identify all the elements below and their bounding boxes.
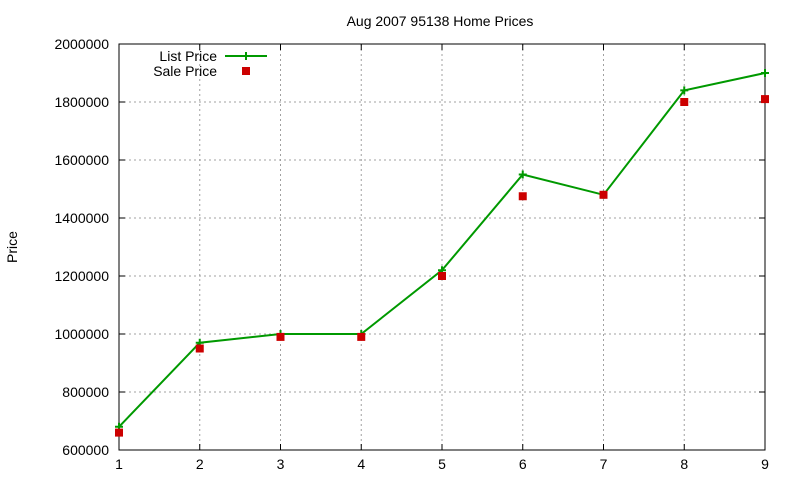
x-tick-label: 9 <box>761 456 769 472</box>
sale-price-point <box>115 428 123 437</box>
axis-ticks: 600000 800000 1000000 1200000 1400000 1600000… <box>54 36 769 472</box>
sale-price-point <box>761 95 769 104</box>
y-axis-label: Price <box>4 231 20 263</box>
x-tick-label: 5 <box>438 456 446 472</box>
sale-price-point <box>599 190 608 199</box>
y-tick-label: 800000 <box>62 384 109 400</box>
y-tick-label: 1600000 <box>54 152 109 168</box>
y-tick-label: 1800000 <box>54 94 109 110</box>
legend-marker-list-price <box>242 52 250 60</box>
list-price-point <box>680 86 689 95</box>
legend-marker-sale-price <box>242 67 250 75</box>
legend-label-list-price: List Price <box>159 48 217 64</box>
sale-price-point <box>276 332 285 341</box>
series <box>115 69 769 437</box>
x-tick-label: 7 <box>600 456 608 472</box>
legend-label-sale-price: Sale Price <box>153 63 217 79</box>
chart-title: Aug 2007 95138 Home Prices <box>347 13 534 29</box>
y-tick-label: 1000000 <box>54 326 109 342</box>
sale-price-point <box>357 332 366 341</box>
x-tick-label: 6 <box>519 456 527 472</box>
sale-price-point <box>680 98 689 106</box>
legend: List Price Sale Price <box>153 48 267 79</box>
sale-price-point <box>518 192 527 201</box>
list-price-point <box>518 170 527 179</box>
grid <box>119 44 765 450</box>
y-tick-label: 600000 <box>62 442 109 458</box>
y-tick-label: 2000000 <box>54 36 109 52</box>
list-price-point <box>761 69 769 77</box>
y-tick-label: 1200000 <box>54 268 109 284</box>
series-sale-price <box>115 95 769 437</box>
y-tick-label: 1400000 <box>54 210 109 226</box>
x-tick-label: 3 <box>277 456 285 472</box>
x-tick-label: 4 <box>357 456 365 472</box>
sale-price-point <box>195 344 204 353</box>
x-tick-label: 8 <box>680 456 688 472</box>
sale-price-point <box>438 272 446 280</box>
x-tick-label: 1 <box>115 456 123 472</box>
x-tick-label: 2 <box>196 456 204 472</box>
